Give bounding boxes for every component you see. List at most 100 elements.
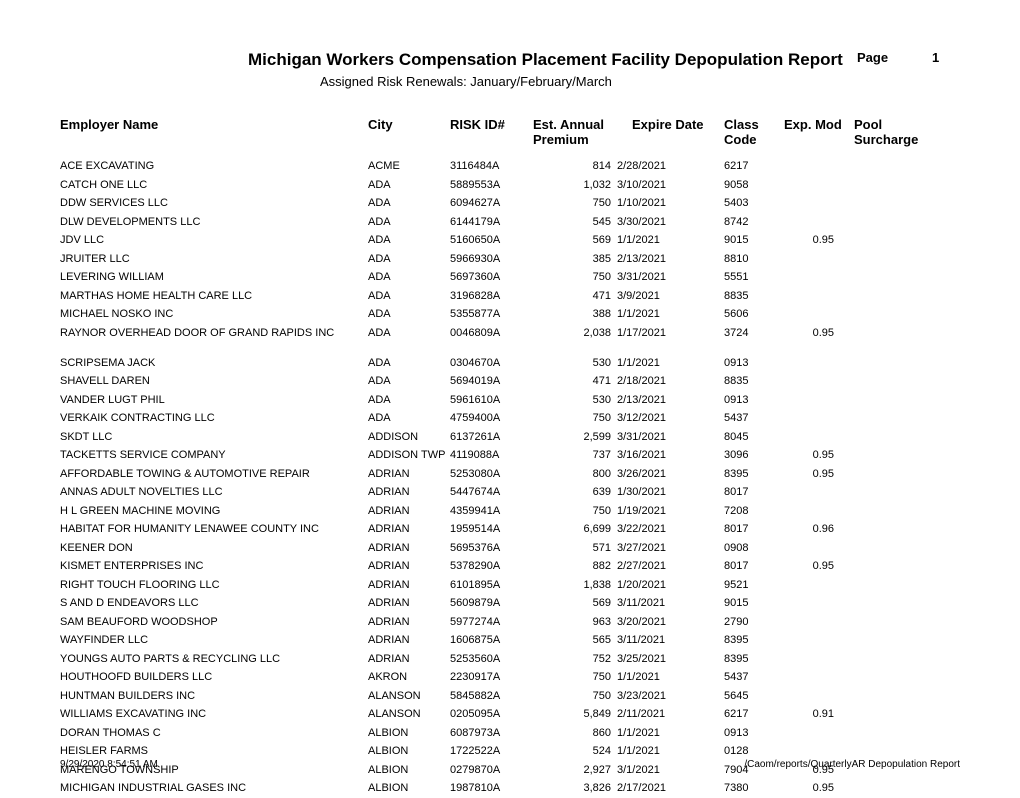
employer-cell: SKDT LLC	[60, 430, 360, 444]
footer-path: /Caom/reports/QuarterlyAR Depopulation R…	[744, 759, 960, 770]
city-cell: ADRIAN	[368, 633, 410, 647]
expire-cell: 3/23/2021	[617, 689, 666, 703]
expire-cell: 3/20/2021	[617, 615, 666, 629]
employer-cell: HUNTMAN BUILDERS INC	[60, 689, 360, 703]
city-cell: ALANSON	[368, 689, 421, 703]
class-cell: 5403	[724, 196, 748, 210]
table-row: AFFORDABLE TOWING & AUTOMOTIVE REPAIRADR…	[60, 465, 960, 484]
premium-cell: 471	[533, 289, 611, 303]
expmod-cell: 0.95	[784, 233, 834, 247]
table-row: RIGHT TOUCH FLOORING LLCADRIAN6101895A1,…	[60, 576, 960, 595]
premium-cell: 571	[533, 541, 611, 555]
expire-cell: 2/28/2021	[617, 159, 666, 173]
class-cell: 0908	[724, 541, 748, 555]
premium-cell: 2,038	[533, 326, 611, 340]
table-row: KEENER DONADRIAN5695376A5713/27/20210908	[60, 539, 960, 558]
expire-cell: 1/1/2021	[617, 744, 660, 758]
riskid-cell: 1606875A	[450, 633, 500, 647]
table-row: DLW DEVELOPMENTS LLCADA6144179A5453/30/2…	[60, 213, 960, 232]
premium-cell: 860	[533, 726, 611, 740]
riskid-cell: 1987810A	[450, 781, 500, 795]
riskid-cell: 0304670A	[450, 356, 500, 370]
expire-cell: 1/1/2021	[617, 307, 660, 321]
premium-cell: 388	[533, 307, 611, 321]
class-cell: 8017	[724, 522, 748, 536]
class-cell: 6217	[724, 707, 748, 721]
report-page: Michigan Workers Compensation Placement …	[0, 0, 1020, 788]
expire-cell: 3/10/2021	[617, 178, 666, 192]
expire-cell: 3/16/2021	[617, 448, 666, 462]
premium-cell: 530	[533, 393, 611, 407]
header-class: Class Code	[724, 117, 774, 147]
riskid-cell: 5695376A	[450, 541, 500, 555]
premium-cell: 963	[533, 615, 611, 629]
city-cell: ADDISON	[368, 430, 418, 444]
expmod-cell: 0.96	[784, 522, 834, 536]
city-cell: ADRIAN	[368, 596, 410, 610]
premium-cell: 385	[533, 252, 611, 266]
city-cell: ADRIAN	[368, 559, 410, 573]
city-cell: ADDISON TWP	[368, 448, 445, 462]
class-cell: 0913	[724, 393, 748, 407]
employer-cell: KISMET ENTERPRISES INC	[60, 559, 360, 573]
riskid-cell: 5609879A	[450, 596, 500, 610]
class-cell: 8742	[724, 215, 748, 229]
table-row: ACE EXCAVATINGACME3116484A8142/28/202162…	[60, 157, 960, 176]
city-cell: ADA	[368, 393, 391, 407]
table-row: WILLIAMS EXCAVATING INCALANSON0205095A5,…	[60, 705, 960, 724]
city-cell: ADA	[368, 196, 391, 210]
city-cell: ADA	[368, 270, 391, 284]
expire-cell: 2/27/2021	[617, 559, 666, 573]
header-riskid: RISK ID#	[450, 117, 505, 132]
expire-cell: 1/1/2021	[617, 670, 660, 684]
city-cell: ADRIAN	[368, 652, 410, 666]
city-cell: ALANSON	[368, 707, 421, 721]
riskid-cell: 6144179A	[450, 215, 500, 229]
city-cell: ALBION	[368, 726, 408, 740]
riskid-cell: 4759400A	[450, 411, 500, 425]
riskid-cell: 5378290A	[450, 559, 500, 573]
riskid-cell: 4359941A	[450, 504, 500, 518]
employer-cell: RAYNOR OVERHEAD DOOR OF GRAND RAPIDS INC	[60, 326, 360, 340]
premium-cell: 800	[533, 467, 611, 481]
expire-cell: 2/13/2021	[617, 393, 666, 407]
riskid-cell: 5253560A	[450, 652, 500, 666]
premium-cell: 750	[533, 670, 611, 684]
riskid-cell: 3116484A	[450, 159, 499, 173]
riskid-cell: 0205095A	[450, 707, 500, 721]
city-cell: ADRIAN	[368, 467, 410, 481]
expmod-cell: 0.91	[784, 707, 834, 721]
table-row: YOUNGS AUTO PARTS & RECYCLING LLCADRIAN5…	[60, 650, 960, 669]
city-cell: ADA	[368, 374, 391, 388]
table-row: SCRIPSEMA JACKADA0304670A5301/1/20210913	[60, 354, 960, 373]
premium-cell: 471	[533, 374, 611, 388]
expire-cell: 1/19/2021	[617, 504, 666, 518]
riskid-cell: 5253080A	[450, 467, 500, 481]
premium-cell: 639	[533, 485, 611, 499]
employer-cell: DDW SERVICES LLC	[60, 196, 360, 210]
header-premium-l1: Est. Annual	[533, 117, 604, 132]
employer-cell: JDV LLC	[60, 233, 360, 247]
riskid-cell: 6087973A	[450, 726, 500, 740]
expire-cell: 1/17/2021	[617, 326, 666, 340]
premium-cell: 545	[533, 215, 611, 229]
employer-cell: TACKETTS SERVICE COMPANY	[60, 448, 360, 462]
premium-cell: 737	[533, 448, 611, 462]
expire-cell: 2/18/2021	[617, 374, 666, 388]
class-cell: 7380	[724, 781, 748, 795]
expmod-cell: 0.95	[784, 326, 834, 340]
class-cell: 0128	[724, 744, 748, 758]
table-row: HUNTMAN BUILDERS INCALANSON5845882A7503/…	[60, 687, 960, 706]
table-row: S AND D ENDEAVORS LLCADRIAN5609879A5693/…	[60, 594, 960, 613]
premium-cell: 569	[533, 233, 611, 247]
riskid-cell: 1722522A	[450, 744, 500, 758]
city-cell: ADRIAN	[368, 504, 410, 518]
table-row: H L GREEN MACHINE MOVINGADRIAN4359941A75…	[60, 502, 960, 521]
footer: 9/29/2020 8:54:51 AM /Caom/reports/Quart…	[60, 759, 960, 770]
riskid-cell: 6101895A	[450, 578, 500, 592]
class-cell: 0913	[724, 726, 748, 740]
class-cell: 8017	[724, 485, 748, 499]
premium-cell: 1,838	[533, 578, 611, 592]
class-cell: 5645	[724, 689, 748, 703]
expire-cell: 3/12/2021	[617, 411, 666, 425]
